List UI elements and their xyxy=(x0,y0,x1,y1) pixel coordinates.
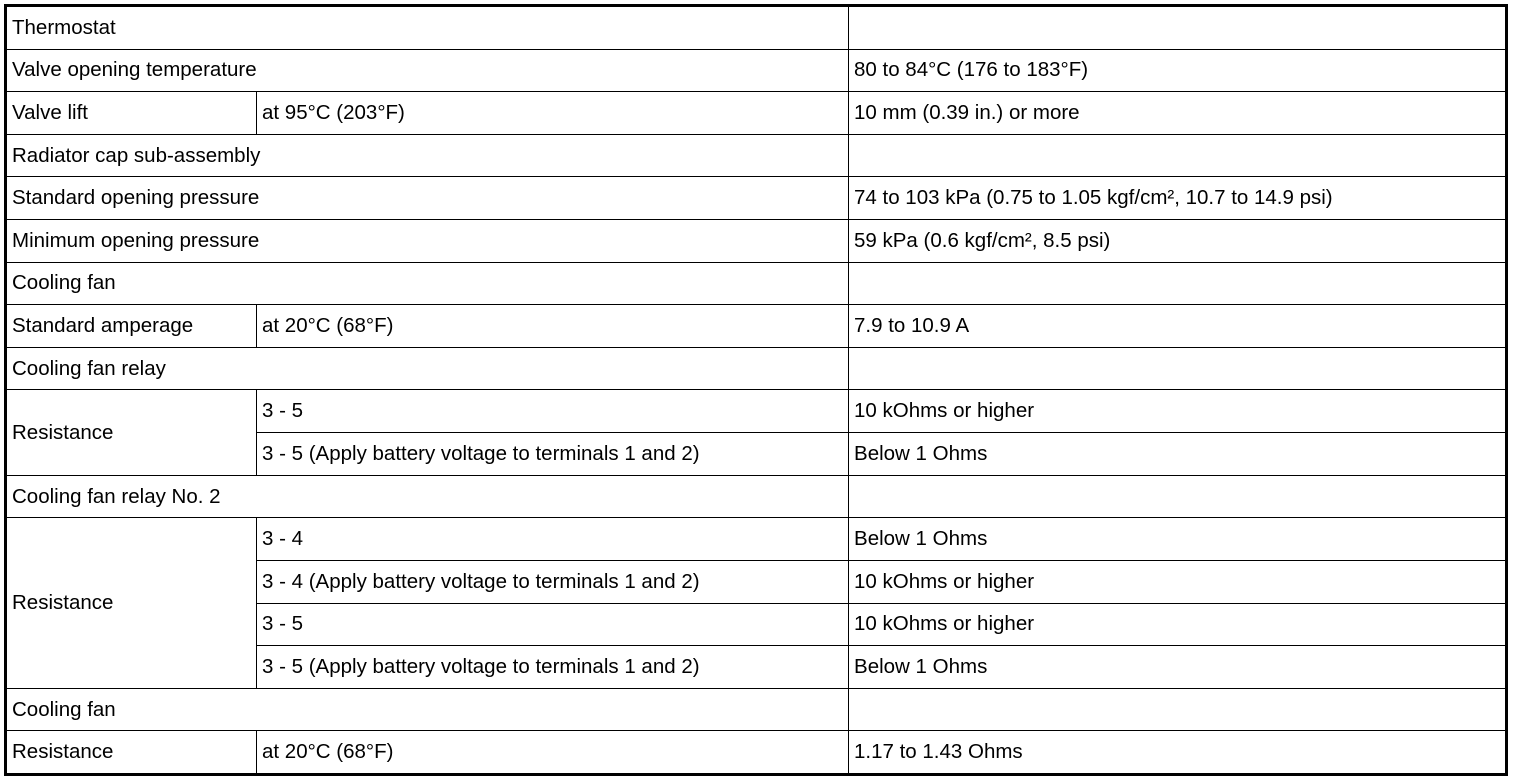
table-cell: Resistance xyxy=(5,517,257,689)
table-cell: Cooling fan relay No. 2 xyxy=(4,474,850,519)
table-cell: 3 - 5 (Apply battery voltage to terminal… xyxy=(255,645,850,689)
table-row: Cooling fan relay No. 2 xyxy=(4,474,1507,519)
table-body: Thermostat Valve opening temperature 80 to… xyxy=(4,5,1507,775)
table-cell: at 20°C (68°F) xyxy=(255,304,850,348)
table-cell: 10 kOhms or higher xyxy=(848,559,1507,604)
table-cell: 3 - 5 (Apply battery voltage to terminal… xyxy=(255,432,850,476)
table-cell: 10 kOhms or higher xyxy=(848,389,1507,434)
table-cell: Standard amperage xyxy=(5,304,257,348)
table-cell: Minimum opening pressure xyxy=(4,219,850,263)
table-cell: Resistance xyxy=(5,389,257,476)
table-row: Standard opening pressure 74 to 103 kPa (… xyxy=(4,176,1507,221)
table-cell xyxy=(848,133,1507,178)
table-cell: at 95°C (203°F) xyxy=(255,91,850,135)
table-cell xyxy=(848,346,1507,391)
table-cell: Thermostat xyxy=(4,5,850,50)
table-cell: 59 kPa (0.6 kgf/cm², 8.5 psi) xyxy=(848,219,1507,263)
table-cell: Below 1 Ohms xyxy=(848,517,1507,561)
table-row: Radiator cap sub-assembly xyxy=(4,133,1507,178)
table-cell: Standard opening pressure xyxy=(4,176,850,221)
table-cell: 3 - 5 xyxy=(255,389,850,434)
table-cell: at 20°C (68°F) xyxy=(255,730,850,775)
table-row: Thermostat xyxy=(4,5,1507,50)
table-cell: 1.17 to 1.43 Ohms xyxy=(848,730,1507,775)
table-cell: Cooling fan xyxy=(4,687,850,732)
table-cell xyxy=(848,474,1507,519)
table-cell xyxy=(848,687,1507,732)
table-row: 3 - 4 (Apply battery voltage to terminal… xyxy=(6,559,1507,604)
table-cell: Valve opening temperature xyxy=(4,48,850,93)
table-cell xyxy=(848,261,1507,306)
table-row: Resistance 3 - 4 Below 1 Ohms xyxy=(5,517,1507,689)
table-row: Resistance at 20°C (68°F) 1.17 to 1.43 Ohm… xyxy=(5,730,1507,775)
table-cell: 80 to 84°C (176 to 183°F) xyxy=(848,48,1507,93)
table-cell: Cooling fan xyxy=(4,261,850,306)
table-cell: 7.9 to 10.9 A xyxy=(848,304,1507,348)
table-cell: Below 1 Ohms xyxy=(848,645,1507,689)
table-row: 3 - 5 10 kOhms or higher xyxy=(6,602,1507,647)
table-row: Valve lift at 95°C (203°F) 10 mm (0.39 in.… xyxy=(5,91,1507,135)
specification-table: Thermostat Valve opening temperature 80 to… xyxy=(4,4,1508,776)
table-row: Valve opening temperature 80 to 84°C (176… xyxy=(4,48,1507,93)
table-cell: Valve lift xyxy=(5,91,257,135)
table-cell: 3 - 4 (Apply battery voltage to terminal… xyxy=(255,559,850,604)
table-row: Cooling fan xyxy=(4,687,1507,732)
table-cell: 74 to 103 kPa (0.75 to 1.05 kgf/cm², 10.… xyxy=(848,176,1507,221)
table-cell: 3 - 4 xyxy=(255,517,850,561)
table-cell: Below 1 Ohms xyxy=(848,432,1507,476)
table-cell xyxy=(848,5,1507,50)
table-row: Standard amperage at 20°C (68°F) 7.9 to 10… xyxy=(5,304,1507,348)
table-cell: 3 - 5 xyxy=(255,602,850,647)
table-row: Cooling fan relay xyxy=(4,346,1507,391)
table-cell: Resistance xyxy=(5,730,257,775)
table-cell: Cooling fan relay xyxy=(4,346,850,391)
table-cell: 10 mm (0.39 in.) or more xyxy=(848,91,1507,135)
table-cell: 10 kOhms or higher xyxy=(848,602,1507,647)
table-cell: Radiator cap sub-assembly xyxy=(4,133,850,178)
table-row: 3 - 5 (Apply battery voltage to terminal… xyxy=(6,432,1507,476)
table-row: 3 - 5 (Apply battery voltage to terminal… xyxy=(6,645,1507,689)
table-row: Minimum opening pressure 59 kPa (0.6 kgf/… xyxy=(4,219,1507,263)
table-row: Resistance 3 - 5 10 kOhms or higher xyxy=(5,389,1507,476)
table-row: Cooling fan xyxy=(4,261,1507,306)
